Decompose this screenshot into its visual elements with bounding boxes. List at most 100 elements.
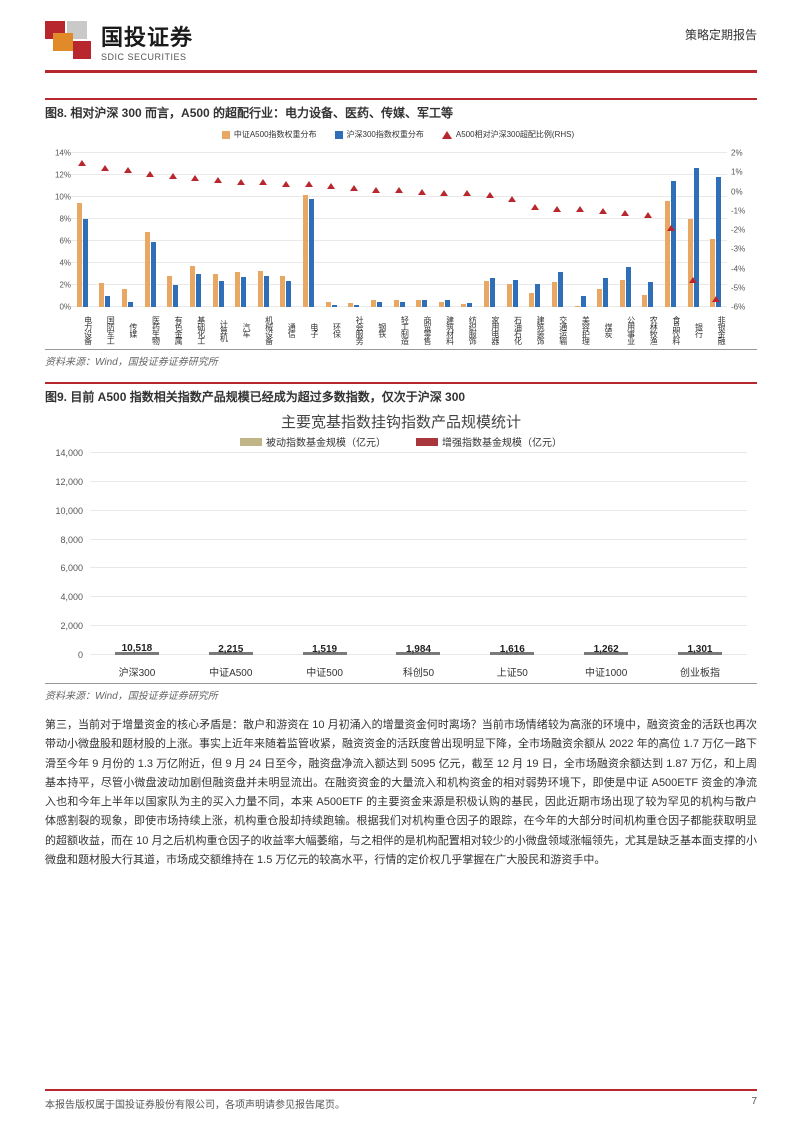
fig8-bar-group xyxy=(229,153,252,307)
fig8-bar-group xyxy=(456,153,479,307)
fig8-bar-group xyxy=(591,153,614,307)
fig8-bar-group xyxy=(410,153,433,307)
fig8-bar-group xyxy=(275,153,298,307)
fig8-xlabel: 环保 xyxy=(320,309,343,351)
footer-left: 本报告版权属于国投证券股份有限公司，各项声明请参见报告尾页。 xyxy=(45,1096,345,1111)
fig9-chart-title: 主要宽基指数挂钩指数产品规模统计 xyxy=(45,409,757,432)
fig8-xlabel: 纺织服饰 xyxy=(456,309,479,351)
fig9-xlabel: 中证A500 xyxy=(209,664,253,679)
fig9-plot-wrap: 02,0004,0006,0008,00010,00012,00014,000 … xyxy=(45,453,757,683)
fig8-xlabel: 传媒 xyxy=(116,309,139,351)
fig8-bar-group xyxy=(297,153,320,307)
fig8-bar-group xyxy=(705,153,728,307)
footer-page-number: 7 xyxy=(751,1096,757,1111)
fig9-xlabel: 沪深300 xyxy=(115,664,159,679)
fig8-xlabel: 银行 xyxy=(682,309,705,351)
fig8-plot xyxy=(71,153,727,307)
fig9-xaxis: 沪深300中证A500中证500科创50上证50中证1000创业板指 xyxy=(90,664,747,679)
fig8-bar-group xyxy=(524,153,547,307)
fig8-xlabel: 机械设备 xyxy=(252,309,275,351)
fig8-xlabel: 社会服务 xyxy=(343,309,366,351)
fig8-bar-group xyxy=(433,153,456,307)
fig8-xlabel: 交通运输 xyxy=(546,309,569,351)
fig8-bar-group xyxy=(94,153,117,307)
fig9-bar-group: 1,301 xyxy=(678,652,722,655)
fig8-bar-group xyxy=(637,153,660,307)
fig8-bar-group xyxy=(184,153,207,307)
fig9-yaxis: 02,0004,0006,0008,00010,00012,00014,000 xyxy=(45,453,87,655)
fig9-bar-group: 2,215 xyxy=(209,652,253,655)
page: 国投证券 SDIC SECURITIES 策略定期报告 图8. 相对沪深 300… xyxy=(0,0,802,1133)
header-category: 策略定期报告 xyxy=(685,20,757,43)
fig8-xlabel: 建筑材料 xyxy=(433,309,456,351)
fig8-xlabel: 公用事业 xyxy=(614,309,637,351)
fig9-bar-group: 1,616 xyxy=(490,652,534,655)
fig8-bar-group xyxy=(569,153,592,307)
fig9-chart: 主要宽基指数挂钩指数产品规模统计 被动指数基金规模（亿元） 增强指数基金规模（亿… xyxy=(45,409,757,684)
fig9-bar-label: 1,984 xyxy=(406,644,431,655)
fig8-legend-s3: A500相对沪深300超配比例(RHS) xyxy=(456,129,574,140)
fig8-xlabel: 电子 xyxy=(297,309,320,351)
page-footer: 本报告版权属于国投证券股份有限公司，各项声明请参见报告尾页。 7 xyxy=(45,1089,757,1111)
fig8-xlabel: 电力设备 xyxy=(71,309,94,351)
page-header: 国投证券 SDIC SECURITIES 策略定期报告 xyxy=(45,20,757,73)
fig8-xlabel: 石油石化 xyxy=(501,309,524,351)
fig8-xlabel: 国防军工 xyxy=(94,309,117,351)
fig8-bar-group xyxy=(388,153,411,307)
fig9-bar-label: 1,301 xyxy=(687,644,712,655)
fig8-xlabel: 农林牧渔 xyxy=(637,309,660,351)
fig9-xlabel: 科创50 xyxy=(396,664,440,679)
fig9-legend-s1: 被动指数基金规模（亿元） xyxy=(266,434,386,449)
fig8-bar-group xyxy=(252,153,275,307)
fig8-bar-group xyxy=(343,153,366,307)
fig8-xlabel: 通信 xyxy=(275,309,298,351)
fig8-yaxis-left: 0%2%4%6%8%10%12%14% xyxy=(45,153,71,307)
fig8-bar-group xyxy=(365,153,388,307)
fig8-xlabel: 钢铁 xyxy=(365,309,388,351)
fig8-xlabel: 有色金属 xyxy=(162,309,185,351)
fig9-bar-group: 1,262 xyxy=(584,652,628,655)
fig9-bar-label: 10,518 xyxy=(122,643,153,654)
fig8-xlabel: 计算机 xyxy=(207,309,230,351)
fig9-xlabel: 中证500 xyxy=(303,664,347,679)
fig8-xlabel: 家用电器 xyxy=(478,309,501,351)
fig8-bar-group xyxy=(207,153,230,307)
fig8-bar-group xyxy=(139,153,162,307)
fig8-xlabel: 美容护理 xyxy=(569,309,592,351)
fig8-xlabel: 建筑装饰 xyxy=(524,309,547,351)
fig8-legend: 中证A500指数权重分布 沪深300指数权重分布 A500相对沪深300超配比例… xyxy=(67,125,729,148)
fig8-bar-group xyxy=(659,153,682,307)
fig8-legend-s2: 沪深300指数权重分布 xyxy=(347,129,424,140)
fig8-source: 资料来源：Wind，国投证券证券研究所 xyxy=(45,353,757,368)
fig9-bar-label: 1,616 xyxy=(500,644,525,655)
logo-icon xyxy=(45,21,93,61)
fig8-xlabel: 商贸零售 xyxy=(410,309,433,351)
fig8-xlabel: 轻工制造 xyxy=(388,309,411,351)
fig8-bar-group xyxy=(501,153,524,307)
fig8-bar-group xyxy=(71,153,94,307)
fig8-xlabel: 医药生物 xyxy=(139,309,162,351)
fig9-legend-s2: 增强指数基金规模（亿元） xyxy=(442,434,562,449)
fig9-bar-label: 1,262 xyxy=(594,644,619,655)
fig8-bar-group xyxy=(162,153,185,307)
fig9-xlabel: 上证50 xyxy=(490,664,534,679)
fig8-xlabel: 煤炭 xyxy=(591,309,614,351)
fig9-xlabel: 创业板指 xyxy=(678,664,722,679)
fig8-xlabel: 食品饮料 xyxy=(659,309,682,351)
fig8-bar-group xyxy=(546,153,569,307)
fig8-xlabel: 基础化工 xyxy=(184,309,207,351)
fig9-title-wrap: 图9. 目前 A500 指数相关指数产品规模已经成为超过多数指数，仅次于沪深 3… xyxy=(45,382,757,405)
logo-block: 国投证券 SDIC SECURITIES xyxy=(45,20,193,62)
fig8-bar-group xyxy=(116,153,139,307)
fig9-bar-label: 1,519 xyxy=(312,644,337,655)
fig8-title: 图8. 相对沪深 300 而言，A500 的超配行业：电力设备、医药、传媒、军工… xyxy=(45,104,757,121)
fig9-bars: 10,518 2,215 1,519 1,984 1,616 1,262 1,301 xyxy=(90,453,747,655)
fig8-yaxis-right: -6%-5%-4%-3%-2%-1%0%1%2% xyxy=(731,153,757,307)
fig9-bar-group: 10,518 xyxy=(115,652,159,655)
fig8-chart: 中证A500指数权重分布 沪深300指数权重分布 A500相对沪深300超配比例… xyxy=(45,125,757,350)
fig9-bar-label: 2,215 xyxy=(218,644,243,655)
fig9-title: 图9. 目前 A500 指数相关指数产品规模已经成为超过多数指数，仅次于沪深 3… xyxy=(45,388,757,405)
fig8-xlabel: 非银金融 xyxy=(705,309,728,351)
fig9-source: 资料来源：Wind，国投证券证券研究所 xyxy=(45,687,757,702)
fig8-bar-group xyxy=(320,153,343,307)
